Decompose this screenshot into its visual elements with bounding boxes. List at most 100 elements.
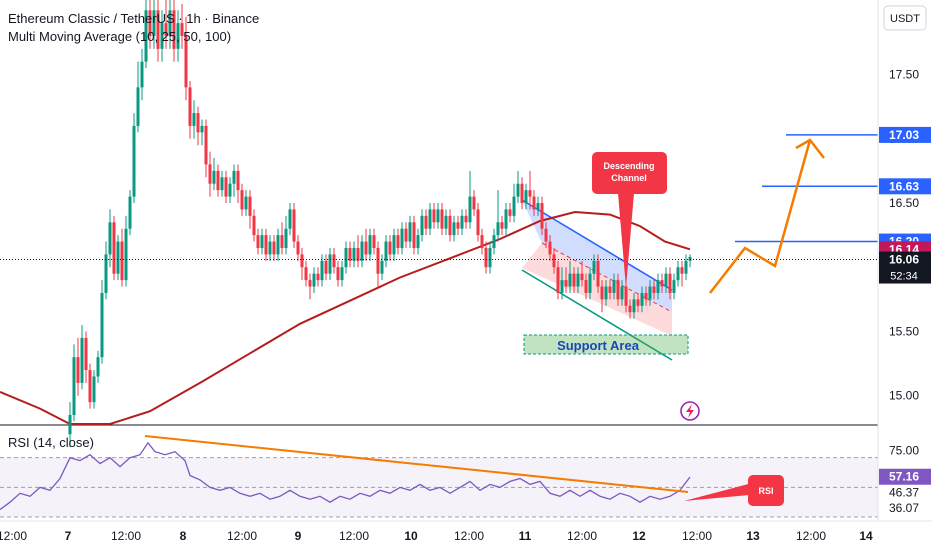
candle (632, 292, 636, 319)
candle-body (408, 222, 412, 242)
candle-body (676, 267, 680, 281)
candle-body (204, 125, 208, 165)
candle-body (496, 222, 500, 236)
candle-body (108, 222, 112, 255)
chart-legend: Ethereum Classic / TetherUS · 1h · Binan… (8, 10, 259, 46)
time-tick-label: 9 (295, 529, 302, 543)
candle (324, 254, 328, 281)
candle (284, 215, 288, 255)
candle-body (448, 215, 452, 236)
candle-body (376, 247, 380, 274)
candle-body (180, 23, 184, 36)
candle-body (528, 190, 532, 197)
candle (164, 0, 168, 49)
time-tick-label: 12:00 (454, 529, 484, 543)
candle (392, 228, 396, 261)
time-tick-label: 14 (859, 529, 873, 543)
candle-body (656, 280, 660, 293)
candle (560, 267, 564, 300)
candle (360, 235, 364, 268)
candle-body (648, 286, 652, 300)
candle-body (296, 241, 300, 255)
candle-body (308, 280, 312, 287)
candle-body (288, 209, 292, 229)
candle-body (552, 254, 556, 268)
currency-badge-box (883, 5, 927, 31)
candle-body (92, 376, 96, 403)
candle-body (572, 273, 576, 287)
candle (436, 203, 440, 229)
candle (80, 325, 84, 390)
candle (528, 170, 532, 210)
candle-body (484, 247, 488, 268)
candle-body (664, 273, 668, 287)
candle (256, 228, 260, 255)
candle-body (232, 170, 236, 184)
candle-body (576, 273, 580, 287)
rsi-value-text: 57.16 (889, 470, 919, 484)
candle-body (104, 254, 108, 293)
candle (416, 228, 420, 255)
rsi-legend[interactable]: RSI (14, close) (8, 435, 94, 450)
candle-body (116, 241, 120, 274)
candle-body (416, 235, 420, 248)
candle-body (596, 260, 600, 287)
candle-body (440, 209, 444, 229)
candle-body (652, 286, 656, 293)
candle (556, 260, 560, 300)
candle (136, 61, 140, 133)
candle (456, 215, 460, 236)
time-tick-label: 12:00 (682, 529, 712, 543)
candle-body (428, 209, 432, 229)
candle-body (240, 190, 244, 210)
support-area-box (523, 334, 689, 355)
rsi-value-box (879, 468, 931, 485)
candle (304, 260, 308, 287)
candle-body (492, 235, 496, 248)
candle-body (660, 280, 664, 287)
candle (440, 203, 444, 236)
chart-title[interactable]: Ethereum Classic / TetherUS · 1h · Binan… (8, 11, 260, 26)
rsi-callout-pointer (684, 482, 760, 501)
price-tick-label: 15.00 (889, 389, 919, 403)
candle-body (256, 235, 260, 248)
candle (208, 151, 212, 197)
candle-body (224, 177, 228, 197)
rsi-line (0, 441, 691, 511)
candle-body (396, 235, 400, 248)
candle (248, 190, 252, 229)
candle (636, 292, 640, 313)
candle (104, 241, 108, 300)
indicator-label[interactable]: Multi Moving Average (10, 25, 50, 100) (8, 29, 232, 44)
candle-body (592, 260, 596, 274)
candle-body (344, 247, 348, 268)
candle (276, 228, 280, 261)
candle-body (152, 10, 156, 36)
candle-body (356, 247, 360, 261)
candle-body (616, 280, 620, 300)
candle (552, 247, 556, 274)
candle (108, 209, 112, 268)
candle-body (84, 337, 88, 371)
candle-body (328, 254, 332, 274)
rsi-tick-label: 46.37 (889, 486, 919, 500)
candle (124, 215, 128, 287)
last-price-box (879, 251, 931, 284)
candle (484, 241, 488, 274)
candle (628, 299, 632, 319)
candle (192, 100, 196, 139)
candle (572, 267, 576, 293)
candle (492, 228, 496, 255)
candle (252, 209, 256, 242)
candle-body (512, 196, 516, 216)
candle (364, 228, 368, 261)
candle-body (88, 370, 92, 403)
candle-body (348, 247, 352, 261)
candle-body (192, 113, 196, 126)
candle-body (172, 10, 176, 49)
candle-body (612, 280, 616, 293)
moving-average-line (0, 210, 691, 425)
callout-box (592, 152, 667, 194)
callout-text-line: Channel (611, 173, 647, 183)
